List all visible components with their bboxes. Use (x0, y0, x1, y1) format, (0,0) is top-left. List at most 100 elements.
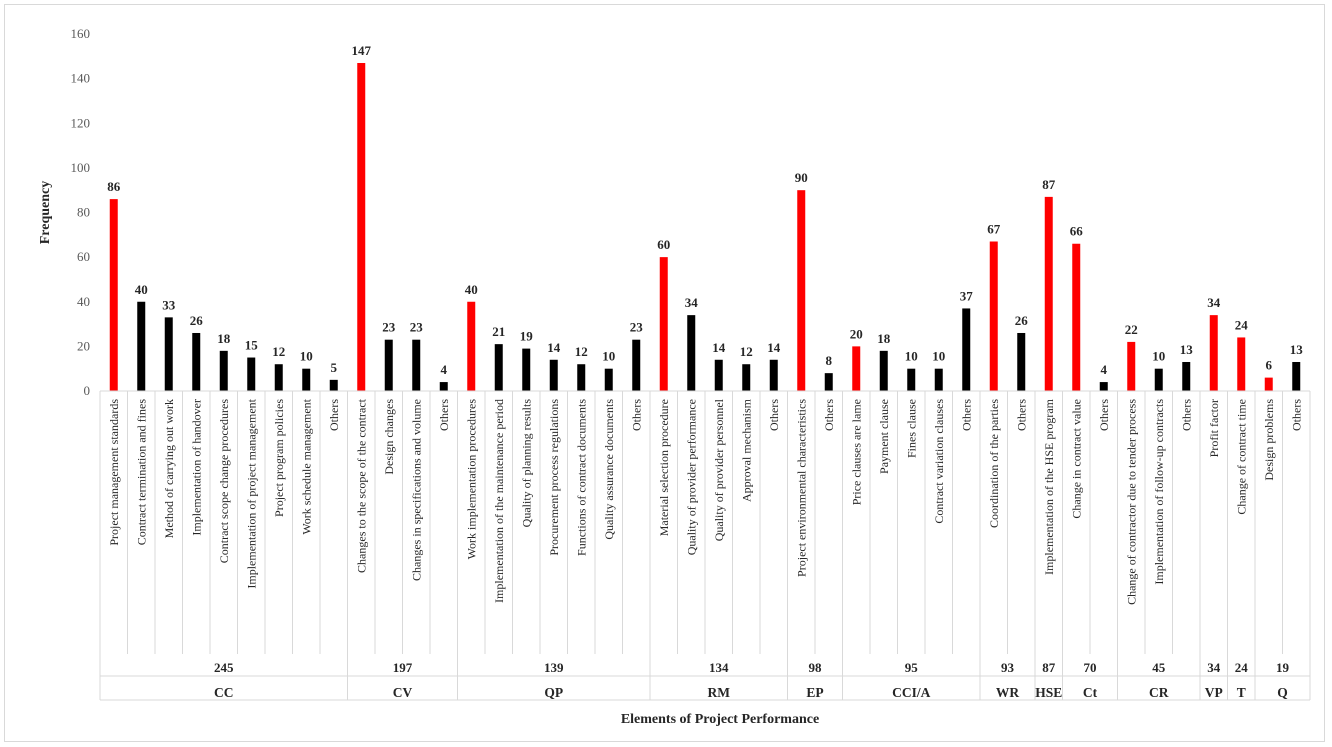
bar (852, 346, 861, 391)
bar (1127, 341, 1136, 391)
category-label: Quality of provider personnel (712, 398, 726, 541)
data-label: 4 (1101, 362, 1108, 377)
bar (907, 368, 916, 391)
category-label: Others (822, 399, 836, 431)
category-label: Others (1179, 399, 1193, 431)
category-label: Method of carrying out work (162, 399, 176, 538)
category-label: Project environmental characteristics (794, 399, 808, 577)
y-tick-label: 0 (84, 383, 91, 398)
y-axis-ticks: 0 20 40 60 80 100 120 140 160 (71, 26, 91, 398)
category-label: Project management standards (107, 399, 121, 546)
bar (797, 190, 806, 391)
data-label: 14 (767, 340, 781, 355)
group-total-label: 245 (214, 660, 234, 675)
category-label: Contract termination and fines (134, 399, 148, 546)
category-label: Implementation of the maintenance period (492, 399, 506, 603)
bar (577, 364, 586, 391)
bar (192, 332, 201, 391)
group-name-label: QP (544, 685, 563, 700)
data-label: 34 (685, 295, 699, 310)
category-label: Implementation of handover (189, 399, 203, 536)
data-label: 26 (1015, 313, 1029, 328)
bar (467, 301, 476, 391)
bar (962, 308, 971, 391)
category-label: Implementation of the HSE program (1042, 398, 1056, 575)
data-label: 60 (657, 237, 670, 252)
category-label: Fines clause (904, 399, 918, 458)
bar (687, 315, 696, 391)
category-label: Payment clause (877, 399, 891, 474)
group-name-label: T (1237, 685, 1246, 700)
bar (1099, 382, 1108, 391)
bar (302, 368, 311, 391)
data-label: 147 (352, 43, 372, 58)
group-total-label: 139 (544, 660, 564, 675)
category-label: Others (1014, 399, 1028, 431)
group-name-label: Ct (1083, 685, 1098, 700)
data-label: 14 (547, 340, 561, 355)
x-category-axis: Project management standards Contract ter… (99, 391, 1311, 701)
data-label: 5 (331, 360, 338, 375)
data-label: 10 (300, 349, 313, 364)
bar (824, 373, 833, 391)
category-label: Others (629, 399, 643, 431)
data-label: 40 (465, 282, 478, 297)
data-label: 13 (1290, 342, 1304, 357)
category-label: Others (1289, 399, 1303, 431)
category-label: Profit factor (1207, 399, 1221, 457)
group-name-label: CC (214, 685, 234, 700)
group-total-label: 98 (809, 660, 823, 675)
group-total-label: 19 (1276, 660, 1290, 675)
category-label: Approval mechanism (739, 398, 753, 502)
bar (109, 199, 118, 391)
bar (137, 301, 146, 391)
category-label: Design changes (382, 399, 396, 475)
category-label: Others (327, 399, 341, 431)
bar (1072, 243, 1081, 391)
bar (714, 359, 723, 391)
bar (934, 368, 943, 391)
data-label: 20 (850, 326, 863, 341)
bar (879, 350, 888, 391)
category-label: Change of contract time (1234, 399, 1248, 515)
data-label: 10 (905, 349, 918, 364)
bar (1264, 377, 1273, 391)
group-name-label: VP (1205, 685, 1223, 700)
data-label: 19 (520, 329, 534, 344)
bar (384, 339, 393, 391)
data-label: 8 (826, 353, 833, 368)
group-total-label: 34 (1207, 660, 1221, 675)
bar (164, 317, 173, 391)
category-label: Quality of provider performance (684, 399, 698, 555)
bar (494, 344, 503, 391)
data-label: 40 (135, 282, 148, 297)
group-total-label: 24 (1235, 660, 1249, 675)
data-label: 37 (960, 288, 974, 303)
bar (274, 364, 283, 391)
category-label: Contract variation clauses (932, 399, 946, 524)
bar (522, 348, 531, 391)
data-label: 13 (1180, 342, 1194, 357)
x-axis-title: Elements of Project Performance (621, 712, 819, 727)
data-label: 67 (987, 222, 1001, 237)
group-total-label: 70 (1084, 660, 1097, 675)
y-tick-label: 160 (71, 26, 91, 41)
y-tick-label: 120 (71, 115, 91, 130)
data-label: 90 (795, 170, 808, 185)
category-label: Others (767, 399, 781, 431)
group-total-label: 87 (1042, 660, 1056, 675)
category-label: Implementation of follow-up contracts (1152, 399, 1166, 585)
data-label: 18 (217, 331, 231, 346)
category-label: Change in contract value (1069, 399, 1083, 519)
category-label: Work implementation procedures (464, 399, 478, 560)
bar (1209, 315, 1218, 391)
bar (742, 364, 751, 391)
category-label: Contract scope change procedures (217, 399, 231, 564)
bar (439, 382, 448, 391)
group-name-label: CCI/A (892, 685, 931, 700)
data-label: 14 (712, 340, 726, 355)
y-tick-label: 60 (77, 249, 90, 264)
group-name-label: RM (708, 685, 731, 700)
data-label: 23 (382, 320, 396, 335)
